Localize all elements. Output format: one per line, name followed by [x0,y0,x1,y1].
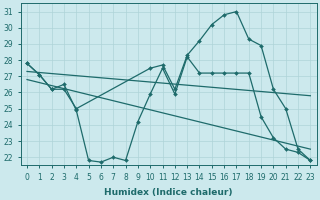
X-axis label: Humidex (Indice chaleur): Humidex (Indice chaleur) [104,188,233,197]
